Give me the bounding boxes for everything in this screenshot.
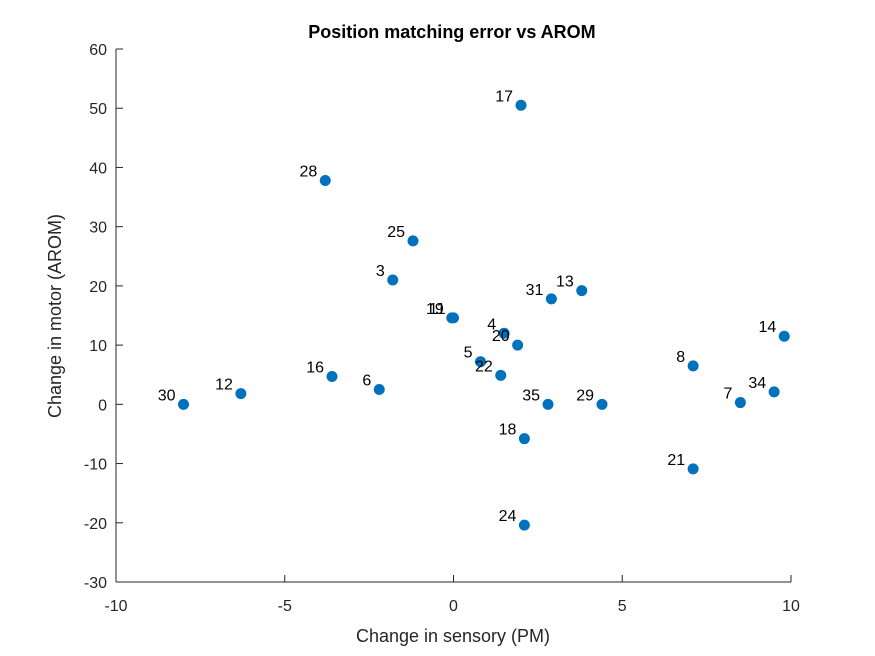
point-label-29: 29 [576, 387, 594, 404]
data-point-5 [475, 356, 486, 368]
data-point-6 [373, 384, 385, 396]
data-point-31 [545, 293, 557, 305]
y-tick-label: -20 [84, 516, 107, 533]
point-label-4: 4 [487, 316, 496, 333]
point-label-3: 3 [376, 263, 385, 280]
point-label-24: 24 [499, 508, 517, 525]
point-label-22: 22 [475, 358, 493, 375]
y-tick-label: -10 [84, 457, 107, 474]
data-point-29 [596, 398, 608, 410]
y-ticks: -30 -20 -10 0 10 20 30 40 50 60 [84, 42, 123, 592]
data-point-35 [542, 398, 554, 410]
data-point-11 [448, 312, 459, 324]
point-label-18: 18 [499, 422, 517, 439]
point-label-5: 5 [464, 345, 473, 362]
point-label-20: 20 [492, 328, 510, 345]
y-tick-label: -30 [84, 575, 107, 592]
x-tick-label: -5 [278, 598, 292, 615]
x-tick-label: 10 [782, 598, 800, 615]
x-ticks: -10 -5 0 5 10 [104, 575, 800, 615]
y-tick-label: 50 [89, 101, 107, 118]
data-point-14 [778, 330, 790, 342]
point-label-17: 17 [495, 88, 513, 105]
point-label-31: 31 [526, 282, 544, 299]
x-tick-label: -10 [104, 598, 127, 615]
point-label-6: 6 [362, 373, 371, 390]
data-point-20 [512, 339, 524, 351]
data-point-17 [515, 99, 527, 111]
point-label-12: 12 [215, 377, 233, 394]
data-point-7 [734, 397, 746, 409]
data-point-22 [495, 369, 507, 381]
y-tick-label: 0 [98, 397, 107, 414]
point-label-8: 8 [676, 349, 685, 366]
y-tick-label: 30 [89, 220, 107, 237]
data-points [178, 99, 790, 531]
data-point-25 [407, 235, 419, 247]
point-label-35: 35 [522, 387, 540, 404]
y-tick-label: 60 [89, 42, 107, 59]
data-point-4 [498, 327, 510, 339]
chart-title: Position matching error vs AROM [308, 22, 595, 42]
point-label-16: 16 [306, 359, 324, 376]
point-label-21: 21 [667, 452, 685, 469]
point-label-25: 25 [387, 224, 405, 241]
point-label-34: 34 [748, 375, 766, 392]
data-point-16 [326, 370, 338, 382]
point-label-7: 7 [723, 386, 732, 403]
x-axis-label: Change in sensory (PM) [356, 626, 550, 646]
data-point-28 [319, 174, 331, 186]
point-label-14: 14 [758, 319, 776, 336]
data-point-8 [687, 360, 699, 372]
x-tick-label: 0 [449, 598, 458, 615]
data-point-12 [235, 388, 247, 400]
data-point-13 [576, 285, 588, 297]
point-label-13: 13 [556, 274, 574, 291]
point-label-11: 11 [429, 301, 446, 318]
data-point-21 [687, 463, 699, 475]
y-tick-label: 10 [89, 338, 107, 355]
x-tick-label: 5 [618, 598, 627, 615]
data-point-34 [768, 386, 780, 398]
y-tick-label: 40 [89, 160, 107, 177]
data-point-24 [518, 519, 530, 531]
y-tick-label: 20 [89, 279, 107, 296]
data-point-30 [178, 398, 189, 410]
point-label-19: 19 [426, 301, 444, 318]
point-label-30: 30 [158, 387, 176, 404]
y-axis-label: Change in motor (AROM) [45, 214, 65, 418]
point-label-28: 28 [299, 163, 317, 180]
data-point-18 [518, 433, 530, 445]
data-point-3 [387, 274, 399, 286]
